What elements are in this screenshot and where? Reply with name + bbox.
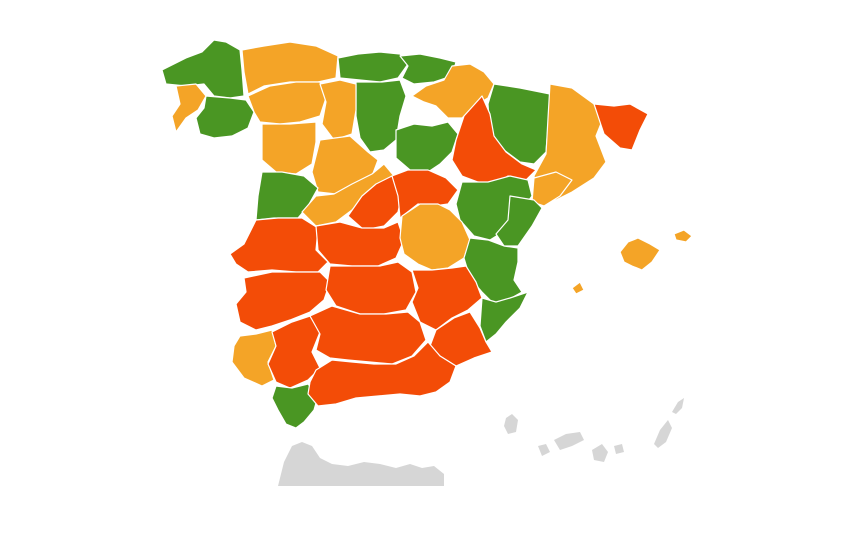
canary-island-1 — [504, 414, 518, 434]
region-cadiz[interactable] — [271, 383, 319, 429]
canary-island-5 — [614, 444, 624, 454]
canary-island-3 — [554, 432, 584, 450]
region-soria[interactable] — [395, 121, 459, 173]
region-navarra[interactable] — [411, 63, 495, 119]
region-catalonia-east[interactable] — [593, 103, 649, 151]
canary-island-4 — [592, 444, 608, 462]
region-ciudad-real[interactable] — [325, 261, 417, 315]
region-palencia[interactable] — [319, 79, 357, 141]
region-cordoba-jaen[interactable] — [309, 305, 427, 365]
region-basque-country[interactable] — [399, 53, 457, 85]
region-cantabria[interactable] — [337, 51, 409, 83]
region-galicia-east[interactable] — [195, 95, 255, 139]
region-galicia-west[interactable] — [171, 83, 207, 133]
region-ibiza[interactable] — [571, 281, 585, 295]
region-asturias[interactable] — [241, 41, 339, 95]
region-galicia-north[interactable] — [161, 39, 245, 99]
region-badajoz[interactable] — [235, 271, 331, 331]
canary-island-7 — [672, 398, 684, 414]
region-albacete[interactable] — [411, 265, 483, 331]
context-land-group — [278, 398, 684, 486]
canary-island-2 — [538, 444, 550, 456]
region-malaga-granada-almeria[interactable] — [307, 341, 457, 407]
region-leon[interactable] — [247, 81, 327, 125]
provinces-group — [161, 39, 693, 429]
region-zamora[interactable] — [261, 121, 317, 175]
region-toledo[interactable] — [315, 221, 405, 267]
region-menorca[interactable] — [673, 229, 693, 243]
region-caceres[interactable] — [229, 217, 329, 273]
canary-island-6 — [654, 420, 672, 448]
region-alicante[interactable] — [479, 291, 529, 343]
region-guadalajara[interactable] — [391, 169, 459, 219]
region-castellon[interactable] — [495, 195, 543, 247]
north-africa-coast — [278, 442, 444, 486]
region-huelva[interactable] — [231, 329, 277, 387]
region-mallorca[interactable] — [619, 237, 661, 271]
